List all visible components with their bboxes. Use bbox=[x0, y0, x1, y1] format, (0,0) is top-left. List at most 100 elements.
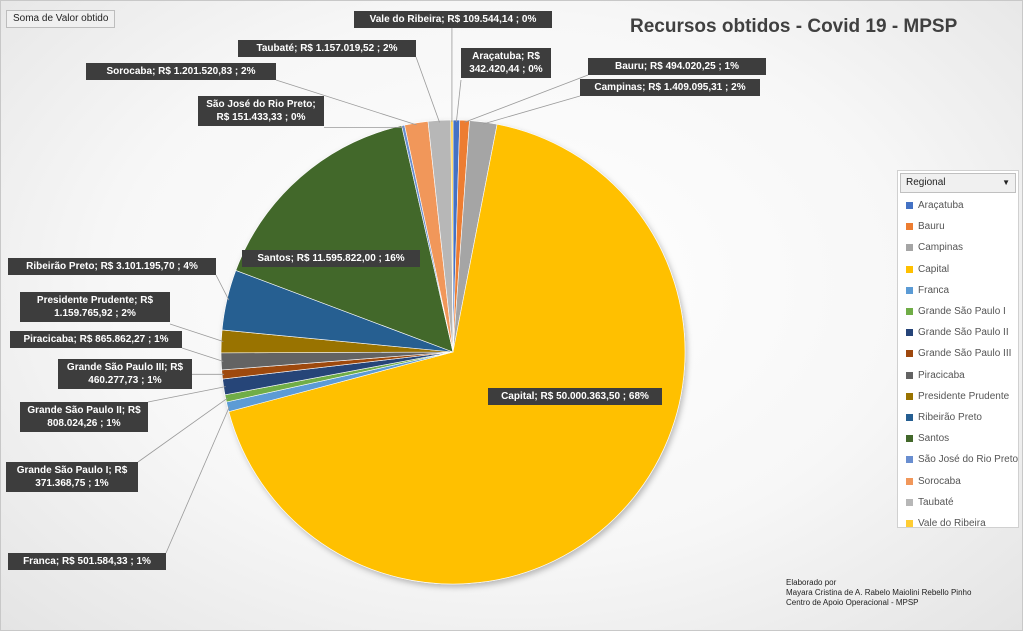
data-label-sorocaba: Sorocaba; R$ 1.201.520,83 ; 2% bbox=[86, 63, 276, 80]
leader-line-grande-sao-paulo-ii bbox=[147, 386, 226, 403]
data-label-text: Araçatuba; R$ bbox=[472, 51, 540, 62]
legend-item-capital[interactable]: Capital bbox=[898, 259, 1018, 280]
leader-line-grande-sao-paulo-i bbox=[137, 397, 228, 463]
legend-item-label: Campinas bbox=[918, 242, 964, 254]
legend-swatch bbox=[906, 329, 913, 337]
legend-swatch bbox=[906, 413, 913, 421]
data-label-aracatuba: Araçatuba; R$ 342.420,44 ; 0% bbox=[461, 48, 551, 78]
legend-item-grande-sao-paulo-i[interactable]: Grande São Paulo I bbox=[898, 301, 1018, 322]
data-label-text: Grande São Paulo II; R$ bbox=[27, 405, 141, 416]
legend-item-label: Bauru bbox=[918, 221, 945, 233]
leader-line-franca bbox=[165, 406, 230, 554]
legend-item-franca[interactable]: Franca bbox=[898, 280, 1018, 301]
legend-swatch bbox=[906, 202, 913, 210]
data-label-presidente-prudente: Presidente Prudente; R$ 1.159.765,92 ; 2% bbox=[20, 292, 170, 322]
legend-item-sao-jose-do-rio-preto[interactable]: São José do Rio Preto bbox=[898, 449, 1018, 470]
legend-swatch bbox=[906, 498, 913, 506]
legend-swatch bbox=[906, 308, 913, 316]
data-label-text: Grande São Paulo I; R$ bbox=[16, 465, 128, 476]
legend-item-label: Franca bbox=[918, 284, 950, 296]
legend-swatch bbox=[906, 265, 913, 273]
data-label-santos: Santos; R$ 11.595.822,00 ; 16% bbox=[242, 250, 420, 267]
legend-item-grande-sao-paulo-ii[interactable]: Grande São Paulo II bbox=[898, 322, 1018, 343]
data-label-vale-do-ribeira: Vale do Ribeira; R$ 109.544,14 ; 0% bbox=[354, 11, 552, 28]
legend-item-label: Presidente Prudente bbox=[918, 390, 1010, 402]
data-label-text: Campinas; R$ 1.409.095,31 ; 2% bbox=[594, 82, 746, 93]
legend-swatch bbox=[906, 286, 913, 294]
legend-swatch bbox=[906, 435, 913, 443]
chart-title: Recursos obtidos - Covid 19 - MPSP bbox=[630, 16, 958, 37]
data-label-campinas: Campinas; R$ 1.409.095,31 ; 2% bbox=[580, 79, 760, 96]
data-label-text: Grande São Paulo III; R$ bbox=[66, 362, 184, 373]
legend-item-aracatuba[interactable]: Araçatuba bbox=[898, 195, 1018, 216]
legend-item-label: Piracicaba bbox=[918, 369, 965, 381]
legend-item-label: Vale do Ribeira bbox=[918, 517, 986, 529]
data-label-text: R$ 151.433,33 ; 0% bbox=[216, 112, 306, 123]
data-label-franca: Franca; R$ 501.584,33 ; 1% bbox=[8, 553, 166, 570]
legend-item-label: Grande São Paulo II bbox=[918, 327, 1009, 339]
legend-item-label: Grande São Paulo III bbox=[918, 348, 1012, 360]
data-label-text: Piracicaba; R$ 865.862,27 ; 1% bbox=[23, 334, 169, 345]
legend-item-label: Capital bbox=[918, 263, 950, 275]
data-label-text: 371.368,75 ; 1% bbox=[35, 478, 109, 489]
leader-line-ribeirao-preto bbox=[215, 274, 230, 301]
legend-item-sorocaba[interactable]: Sorocaba bbox=[898, 470, 1018, 491]
value-field-button[interactable]: Soma de Valor obtido bbox=[6, 10, 116, 28]
legend-header-label: Regional bbox=[906, 177, 946, 188]
data-label-grande-sao-paulo-iii: Grande São Paulo III; R$ 460.277,73 ; 1% bbox=[58, 359, 192, 389]
legend-swatch bbox=[906, 477, 913, 485]
legend-item-santos[interactable]: Santos bbox=[898, 428, 1018, 449]
legend-item-presidente-prudente[interactable]: Presidente Prudente bbox=[898, 386, 1018, 407]
legend-item-label: Santos bbox=[918, 433, 950, 445]
pie-slice-capital[interactable] bbox=[228, 123, 686, 585]
legend-item-bauru[interactable]: Bauru bbox=[898, 216, 1018, 237]
legend-swatch bbox=[906, 392, 913, 400]
data-label-text: Santos; R$ 11.595.822,00 ; 16% bbox=[257, 253, 405, 264]
legend-items: Araçatuba Bauru Campinas Capital Franca Grand… bbox=[898, 195, 1018, 534]
legend-swatch bbox=[906, 519, 913, 527]
data-label-text: 808.024,26 ; 1% bbox=[47, 418, 121, 429]
data-label-text: Bauru; R$ 494.020,25 ; 1% bbox=[615, 61, 739, 72]
data-label-bauru: Bauru; R$ 494.020,25 ; 1% bbox=[588, 58, 766, 75]
data-label-piracicaba: Piracicaba; R$ 865.862,27 ; 1% bbox=[10, 331, 182, 348]
leader-line-campinas bbox=[483, 95, 581, 125]
legend-item-label: Grande São Paulo I bbox=[918, 306, 1006, 318]
data-label-text: Capital; R$ 50.000.363,50 ; 68% bbox=[501, 391, 649, 402]
legend-item-taubate[interactable]: Taubaté bbox=[898, 492, 1018, 513]
legend-swatch bbox=[906, 371, 913, 379]
data-label-text: 342.420,44 ; 0% bbox=[469, 64, 543, 75]
data-label-text: 1.159.765,92 ; 2% bbox=[54, 308, 136, 319]
legend-filter-button[interactable]: Regional ▼ bbox=[900, 173, 1016, 193]
data-label-text: Presidente Prudente; R$ bbox=[36, 295, 154, 306]
data-label-text: Franca; R$ 501.584,33 ; 1% bbox=[23, 556, 151, 567]
legend-item-ribeirao-preto[interactable]: Ribeirão Preto bbox=[898, 407, 1018, 428]
legend-item-label: Ribeirão Preto bbox=[918, 411, 982, 423]
legend-item-label: Sorocaba bbox=[918, 475, 961, 487]
legend-swatch bbox=[906, 456, 913, 464]
data-label-taubate: Taubaté; R$ 1.157.019,52 ; 2% bbox=[238, 40, 416, 57]
data-label-text: Sorocaba; R$ 1.201.520,83 ; 2% bbox=[106, 66, 256, 77]
credits-line-3: Centro de Apoio Operacional - MPSP bbox=[786, 598, 919, 607]
legend: Regional ▼ Araçatuba Bauru Campinas Capital… bbox=[897, 170, 1019, 529]
data-label-text: Vale do Ribeira; R$ 109.544,14 ; 0% bbox=[369, 14, 537, 25]
dropdown-arrow-icon: ▼ bbox=[1002, 178, 1010, 187]
data-label-ribeirao-preto: Ribeirão Preto; R$ 3.101.195,70 ; 4% bbox=[8, 258, 216, 275]
legend-item-vale-do-ribeira[interactable]: Vale do Ribeira bbox=[898, 513, 1018, 534]
data-label-text: 460.277,73 ; 1% bbox=[88, 375, 162, 386]
data-label-text: São José do Rio Preto; bbox=[206, 99, 316, 110]
legend-item-label: Araçatuba bbox=[918, 200, 964, 212]
legend-swatch bbox=[906, 223, 913, 231]
leader-line-piracicaba bbox=[181, 347, 224, 362]
legend-item-grande-sao-paulo-iii[interactable]: Grande São Paulo III bbox=[898, 343, 1018, 364]
credits-line-2: Mayara Cristina de A. Rabelo Maiolini Re… bbox=[786, 588, 972, 597]
legend-item-piracicaba[interactable]: Piracicaba bbox=[898, 365, 1018, 386]
leader-line-sorocaba bbox=[275, 79, 417, 126]
data-label-text: Ribeirão Preto; R$ 3.101.195,70 ; 4% bbox=[26, 261, 198, 272]
legend-item-label: São José do Rio Preto bbox=[918, 454, 1019, 466]
data-label-capital: Capital; R$ 50.000.363,50 ; 68% bbox=[488, 388, 662, 405]
credits: Elaborado por Mayara Cristina de A. Rabe… bbox=[786, 578, 971, 608]
legend-item-campinas[interactable]: Campinas bbox=[898, 237, 1018, 258]
legend-swatch bbox=[906, 350, 913, 358]
data-label-grande-sao-paulo-ii: Grande São Paulo II; R$ 808.024,26 ; 1% bbox=[20, 402, 148, 432]
